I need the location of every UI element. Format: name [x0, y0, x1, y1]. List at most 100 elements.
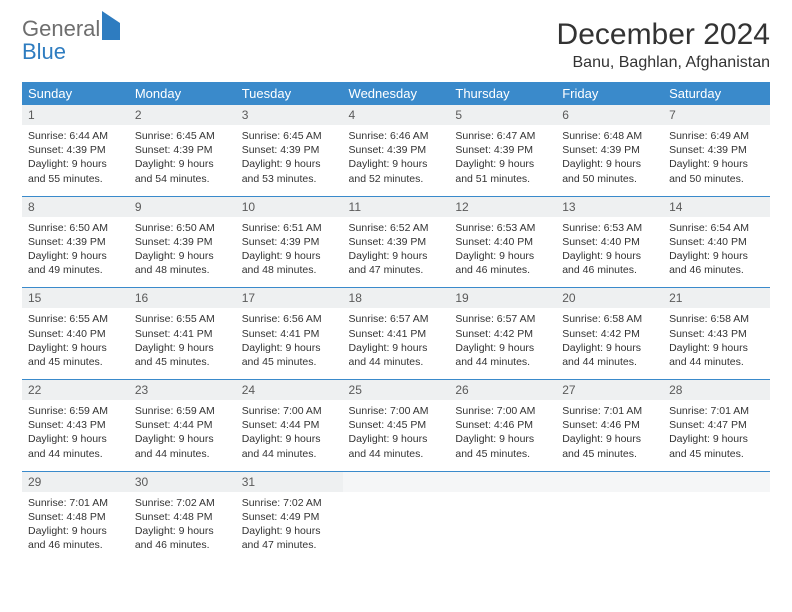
day-number-empty [663, 472, 770, 492]
sunrise-line: Sunrise: 6:48 AM [562, 129, 657, 143]
sunrise-line: Sunrise: 7:00 AM [242, 404, 337, 418]
day-number: 12 [449, 197, 556, 217]
day-cell: 10Sunrise: 6:51 AMSunset: 4:39 PMDayligh… [236, 196, 343, 288]
daylight-line: Daylight: 9 hours and 44 minutes. [562, 341, 657, 369]
day-number-empty [449, 472, 556, 492]
day-body: Sunrise: 6:56 AMSunset: 4:41 PMDaylight:… [236, 308, 343, 379]
week-row: 8Sunrise: 6:50 AMSunset: 4:39 PMDaylight… [22, 196, 770, 288]
sunset-line: Sunset: 4:39 PM [28, 235, 123, 249]
sunset-line: Sunset: 4:44 PM [135, 418, 230, 432]
day-body: Sunrise: 6:45 AMSunset: 4:39 PMDaylight:… [236, 125, 343, 196]
dow-wednesday: Wednesday [343, 82, 450, 105]
day-body: Sunrise: 6:47 AMSunset: 4:39 PMDaylight:… [449, 125, 556, 196]
day-body: Sunrise: 6:57 AMSunset: 4:41 PMDaylight:… [343, 308, 450, 379]
sunset-line: Sunset: 4:39 PM [135, 143, 230, 157]
day-body: Sunrise: 6:46 AMSunset: 4:39 PMDaylight:… [343, 125, 450, 196]
sunrise-line: Sunrise: 6:51 AM [242, 221, 337, 235]
day-number: 11 [343, 197, 450, 217]
daylight-line: Daylight: 9 hours and 46 minutes. [455, 249, 550, 277]
day-number: 15 [22, 288, 129, 308]
day-cell [556, 471, 663, 562]
day-number: 10 [236, 197, 343, 217]
daylight-line: Daylight: 9 hours and 44 minutes. [669, 341, 764, 369]
day-cell: 20Sunrise: 6:58 AMSunset: 4:42 PMDayligh… [556, 288, 663, 380]
day-cell: 7Sunrise: 6:49 AMSunset: 4:39 PMDaylight… [663, 105, 770, 196]
day-cell: 22Sunrise: 6:59 AMSunset: 4:43 PMDayligh… [22, 380, 129, 472]
daylight-line: Daylight: 9 hours and 44 minutes. [135, 432, 230, 460]
day-cell: 28Sunrise: 7:01 AMSunset: 4:47 PMDayligh… [663, 380, 770, 472]
sunrise-line: Sunrise: 6:55 AM [28, 312, 123, 326]
dow-monday: Monday [129, 82, 236, 105]
daylight-line: Daylight: 9 hours and 45 minutes. [135, 341, 230, 369]
day-cell: 31Sunrise: 7:02 AMSunset: 4:49 PMDayligh… [236, 471, 343, 562]
sunrise-line: Sunrise: 6:59 AM [135, 404, 230, 418]
logo-mark-icon [102, 11, 120, 40]
day-number: 16 [129, 288, 236, 308]
logo: General Blue [22, 18, 120, 63]
day-body: Sunrise: 6:44 AMSunset: 4:39 PMDaylight:… [22, 125, 129, 196]
sunrise-line: Sunrise: 6:45 AM [242, 129, 337, 143]
day-cell: 13Sunrise: 6:53 AMSunset: 4:40 PMDayligh… [556, 196, 663, 288]
sunrise-line: Sunrise: 7:00 AM [349, 404, 444, 418]
day-body-empty [556, 492, 663, 550]
day-number: 1 [22, 105, 129, 125]
sunrise-line: Sunrise: 6:49 AM [669, 129, 764, 143]
header: General Blue December 2024 Banu, Baghlan… [22, 18, 770, 72]
day-number: 25 [343, 380, 450, 400]
day-cell: 24Sunrise: 7:00 AMSunset: 4:44 PMDayligh… [236, 380, 343, 472]
day-body: Sunrise: 6:48 AMSunset: 4:39 PMDaylight:… [556, 125, 663, 196]
daylight-line: Daylight: 9 hours and 50 minutes. [562, 157, 657, 185]
day-number: 24 [236, 380, 343, 400]
day-cell: 1Sunrise: 6:44 AMSunset: 4:39 PMDaylight… [22, 105, 129, 196]
day-cell: 19Sunrise: 6:57 AMSunset: 4:42 PMDayligh… [449, 288, 556, 380]
day-cell: 6Sunrise: 6:48 AMSunset: 4:39 PMDaylight… [556, 105, 663, 196]
day-of-week-row: SundayMondayTuesdayWednesdayThursdayFrid… [22, 82, 770, 105]
day-cell: 23 Sunrise: 6:59 AMSunset: 4:44 PMDayligh… [129, 380, 236, 472]
day-number: 19 [449, 288, 556, 308]
day-cell: 12Sunrise: 6:53 AMSunset: 4:40 PMDayligh… [449, 196, 556, 288]
day-body: Sunrise: 6:53 AMSunset: 4:40 PMDaylight:… [449, 217, 556, 288]
day-cell: 26Sunrise: 7:00 AMSunset: 4:46 PMDayligh… [449, 380, 556, 472]
day-body: Sunrise: 6:45 AMSunset: 4:39 PMDaylight:… [129, 125, 236, 196]
day-cell: 9Sunrise: 6:50 AMSunset: 4:39 PMDaylight… [129, 196, 236, 288]
week-row: 1Sunrise: 6:44 AMSunset: 4:39 PMDaylight… [22, 105, 770, 196]
sunset-line: Sunset: 4:39 PM [349, 143, 444, 157]
day-body: Sunrise: 6:55 AMSunset: 4:40 PMDaylight:… [22, 308, 129, 379]
day-number: 6 [556, 105, 663, 125]
logo-text-general: General [22, 16, 100, 41]
dow-saturday: Saturday [663, 82, 770, 105]
day-body: Sunrise: 7:01 AMSunset: 4:48 PMDaylight:… [22, 492, 129, 563]
day-number: 20 [556, 288, 663, 308]
day-number: 5 [449, 105, 556, 125]
day-number: 23 [129, 380, 236, 400]
day-body: Sunrise: 6:52 AMSunset: 4:39 PMDaylight:… [343, 217, 450, 288]
day-body: Sunrise: 7:00 AMSunset: 4:44 PMDaylight:… [236, 400, 343, 471]
logo-text-blue: Blue [22, 41, 120, 63]
day-number: 2 [129, 105, 236, 125]
daylight-line: Daylight: 9 hours and 44 minutes. [349, 341, 444, 369]
day-body: Sunrise: 6:58 AMSunset: 4:42 PMDaylight:… [556, 308, 663, 379]
sunset-line: Sunset: 4:39 PM [242, 143, 337, 157]
sunrise-line: Sunrise: 6:58 AM [669, 312, 764, 326]
sunset-line: Sunset: 4:40 PM [28, 327, 123, 341]
daylight-line: Daylight: 9 hours and 50 minutes. [669, 157, 764, 185]
day-cell: 27Sunrise: 7:01 AMSunset: 4:46 PMDayligh… [556, 380, 663, 472]
day-cell: 30Sunrise: 7:02 AMSunset: 4:48 PMDayligh… [129, 471, 236, 562]
location-label: Banu, Baghlan, Afghanistan [557, 54, 770, 72]
day-body-empty [449, 492, 556, 550]
sunset-line: Sunset: 4:40 PM [455, 235, 550, 249]
sunset-line: Sunset: 4:44 PM [242, 418, 337, 432]
day-cell: 4Sunrise: 6:46 AMSunset: 4:39 PMDaylight… [343, 105, 450, 196]
dow-thursday: Thursday [449, 82, 556, 105]
sunrise-line: Sunrise: 6:59 AM [28, 404, 123, 418]
day-number: 3 [236, 105, 343, 125]
day-number: 31 [236, 472, 343, 492]
day-cell: 21Sunrise: 6:58 AMSunset: 4:43 PMDayligh… [663, 288, 770, 380]
sunrise-line: Sunrise: 6:44 AM [28, 129, 123, 143]
sunset-line: Sunset: 4:39 PM [669, 143, 764, 157]
daylight-line: Daylight: 9 hours and 44 minutes. [455, 341, 550, 369]
day-body: Sunrise: 7:00 AMSunset: 4:45 PMDaylight:… [343, 400, 450, 471]
day-cell [663, 471, 770, 562]
day-cell: 15Sunrise: 6:55 AMSunset: 4:40 PMDayligh… [22, 288, 129, 380]
day-body: Sunrise: 6:50 AMSunset: 4:39 PMDaylight:… [22, 217, 129, 288]
